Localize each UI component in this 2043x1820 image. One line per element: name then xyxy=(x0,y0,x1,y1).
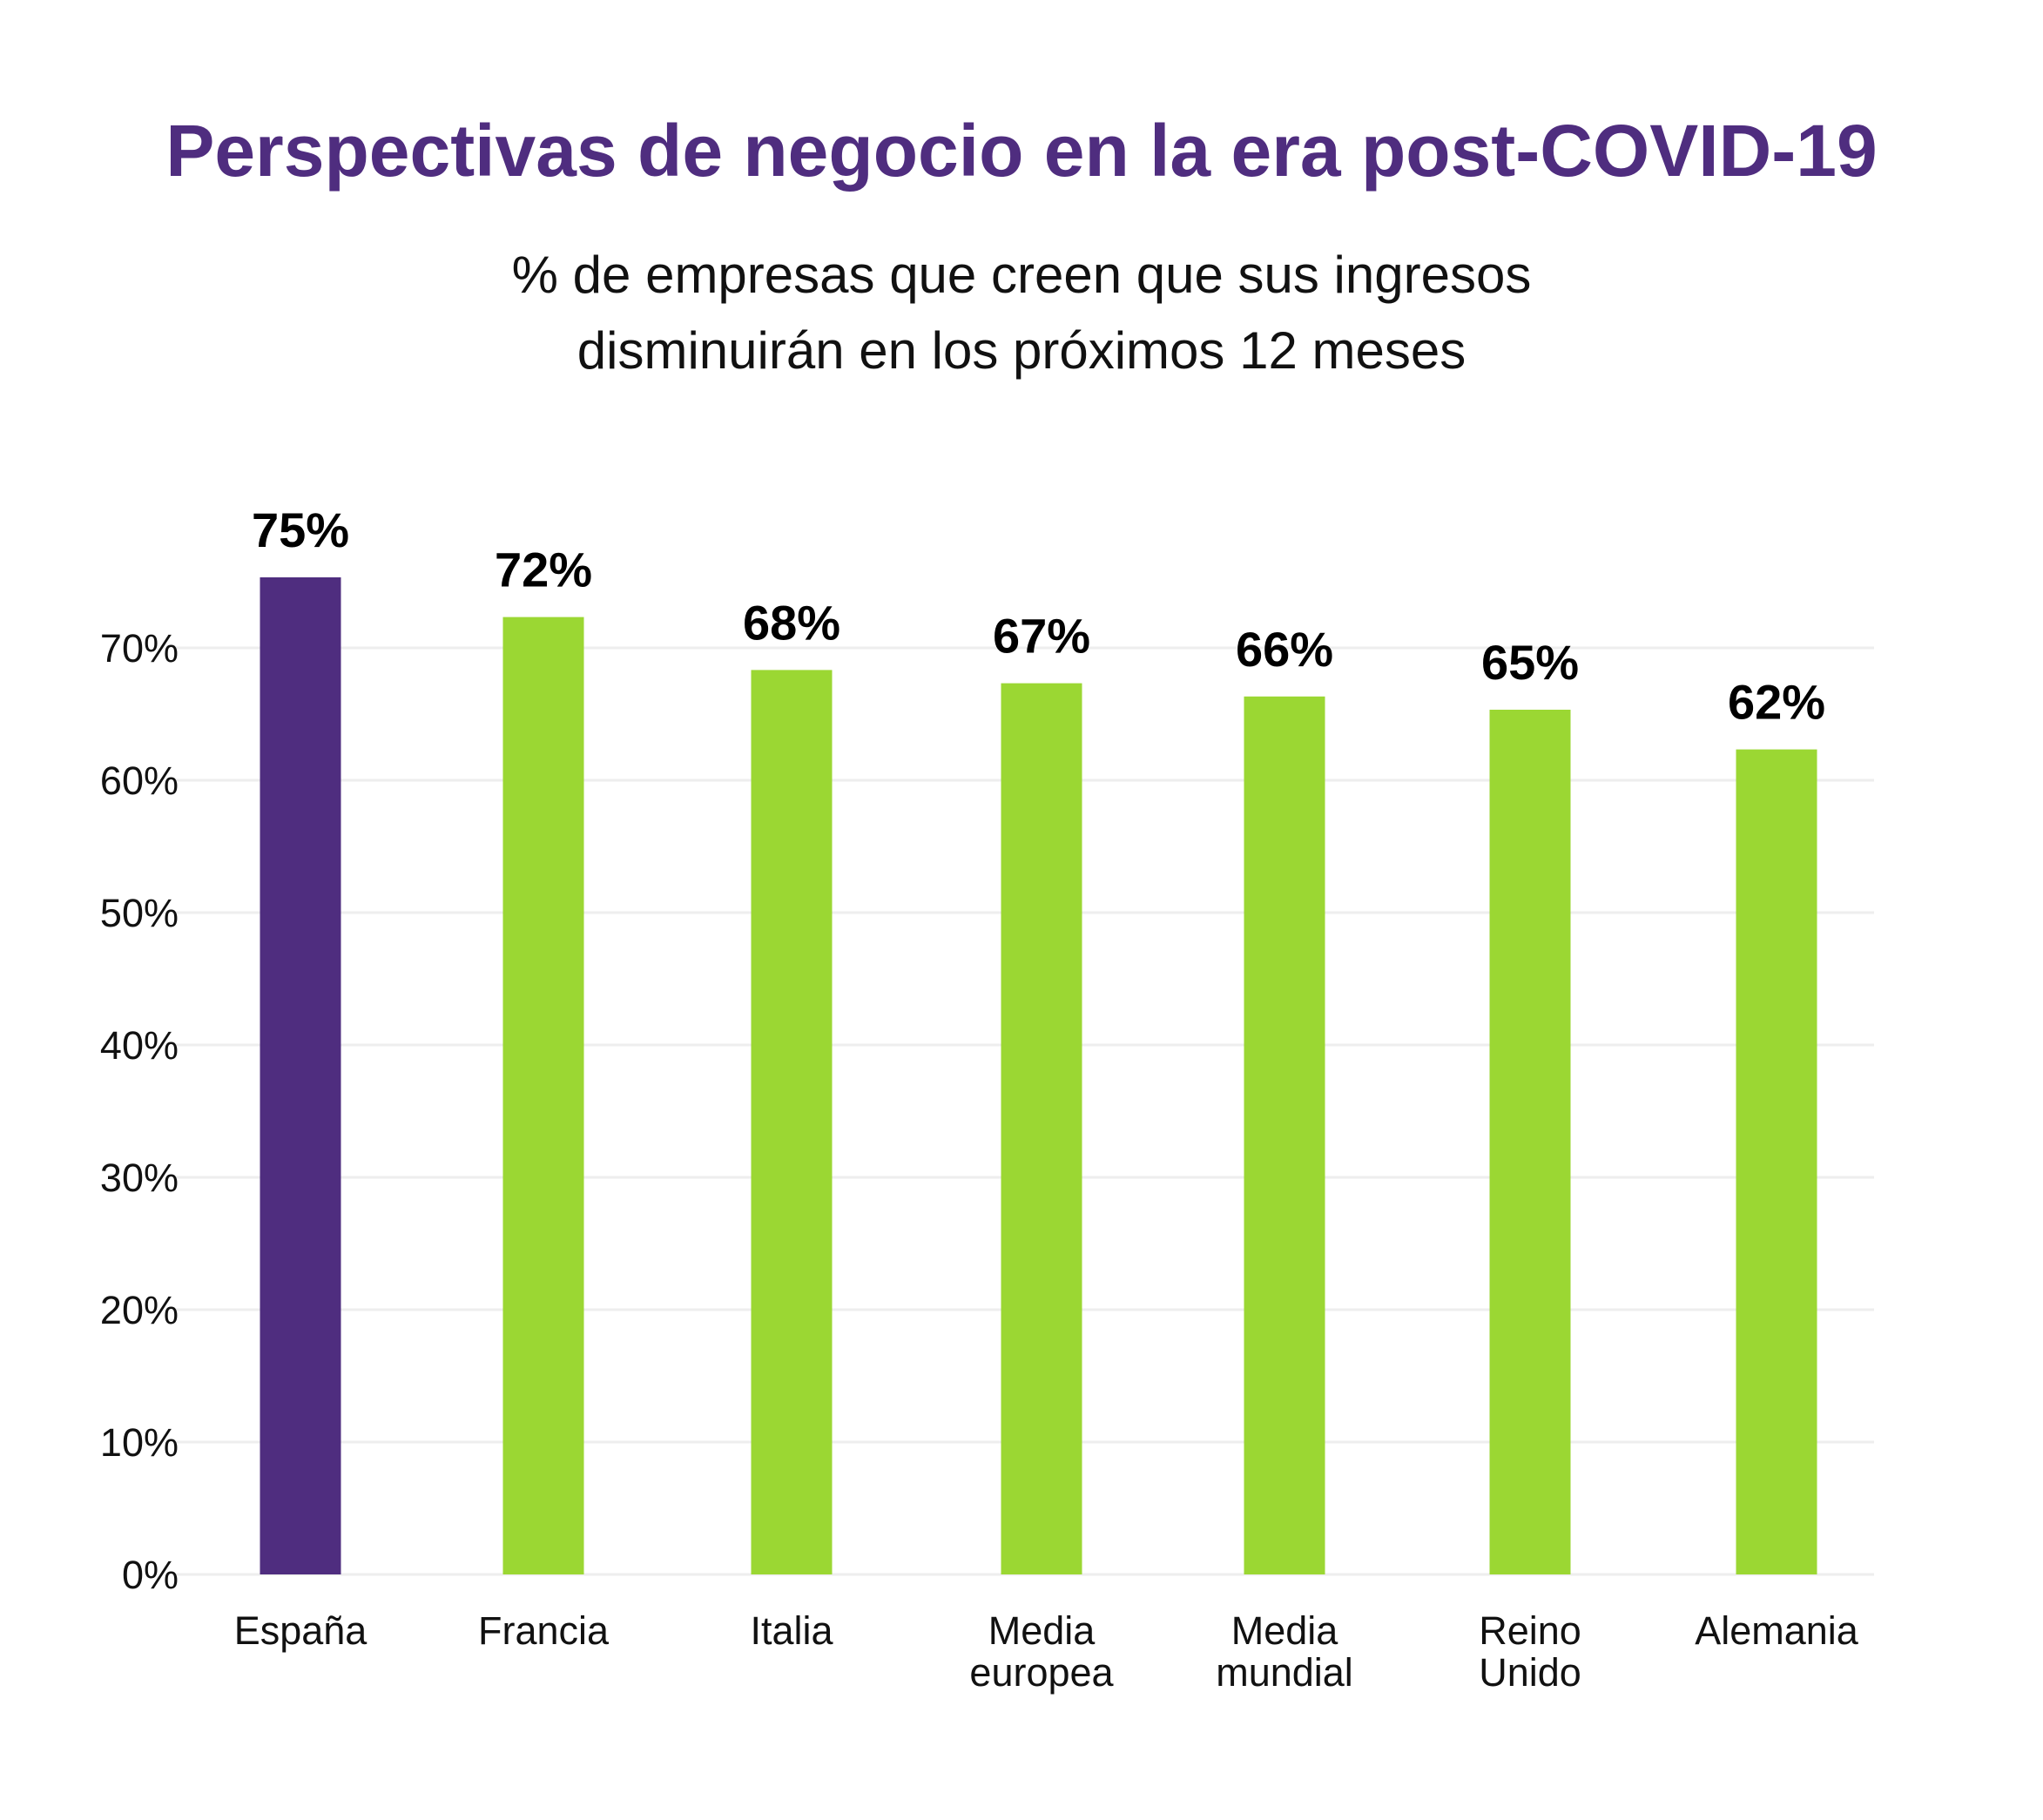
y-tick-label: 40% xyxy=(100,1023,179,1068)
bar xyxy=(502,617,584,1574)
y-tick-label: 60% xyxy=(100,758,179,803)
chart-title: Perspectivas de negocio en la era post-C… xyxy=(165,110,1878,192)
data-label: 65% xyxy=(1481,635,1579,690)
data-label: 72% xyxy=(495,543,592,597)
y-tick-label: 50% xyxy=(100,891,179,935)
data-label: 66% xyxy=(1236,622,1333,677)
x-tick-label: Reino xyxy=(1479,1608,1581,1653)
bar xyxy=(751,670,833,1574)
y-tick-label: 0% xyxy=(122,1553,179,1597)
y-tick-label: 20% xyxy=(100,1288,179,1332)
bar xyxy=(1001,683,1082,1574)
x-tick-label: Media xyxy=(1231,1608,1339,1653)
bar xyxy=(260,577,341,1574)
data-label: 68% xyxy=(743,595,840,650)
bar xyxy=(1244,696,1325,1574)
y-tick-label: 30% xyxy=(100,1156,179,1200)
chart-subtitle: % de empresas que creen que sus ingresos… xyxy=(0,237,2043,388)
bar xyxy=(1736,749,1817,1574)
x-tick-label: mundial xyxy=(1216,1650,1353,1695)
data-label: 62% xyxy=(1728,675,1825,730)
x-tick-label: Unido xyxy=(1479,1650,1581,1695)
x-tick-label: España xyxy=(234,1608,368,1653)
y-tick-label: 70% xyxy=(100,626,179,671)
x-tick-label: europea xyxy=(969,1650,1114,1695)
subtitle-line-1: % de empresas que creen que sus ingresos xyxy=(511,246,1532,304)
x-tick-label: Media xyxy=(988,1608,1096,1653)
data-label: 75% xyxy=(252,502,349,557)
data-label: 67% xyxy=(993,609,1090,664)
bar xyxy=(1489,710,1571,1574)
y-tick-label: 10% xyxy=(100,1420,179,1465)
x-tick-label: Alemania xyxy=(1695,1608,1859,1653)
subtitle-line-2: disminuirán en los próximos 12 meses xyxy=(576,321,1467,380)
x-tick-label: Italia xyxy=(750,1608,833,1653)
x-tick-label: Francia xyxy=(478,1608,610,1653)
